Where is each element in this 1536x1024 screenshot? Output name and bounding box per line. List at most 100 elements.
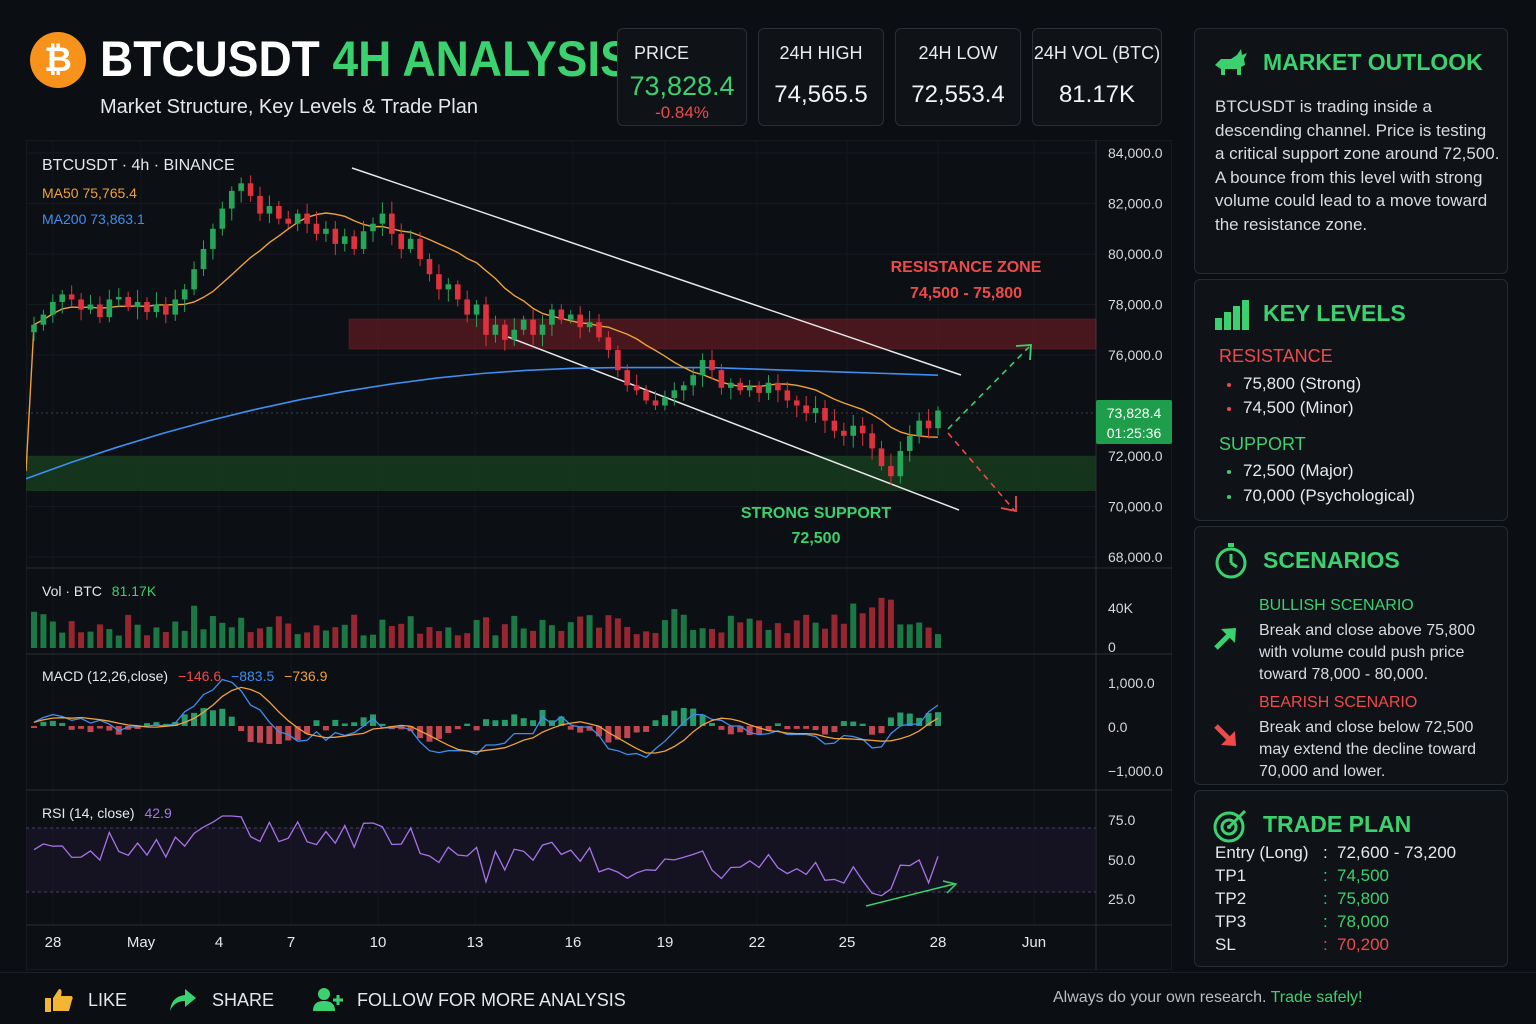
candle-body [464, 299, 470, 315]
macd-histogram-bar [850, 721, 857, 726]
macd-histogram-bar [548, 720, 555, 726]
share-button[interactable]: SHARE [168, 987, 274, 1013]
share-icon [170, 989, 196, 1011]
candle-body [784, 390, 791, 401]
macd-histogram-bar [228, 716, 235, 726]
price-tick: 84,000.0 [1108, 145, 1163, 161]
stat-vol-label: 24H VOL (BTC) [1033, 43, 1161, 63]
macd-histogram-bar [275, 726, 282, 744]
volume-bar [897, 624, 904, 648]
channel-lower-line [507, 336, 960, 511]
macd-histogram-bar [643, 726, 650, 732]
price-chart[interactable]: RESISTANCE ZONE 74,500 - 75,800 STRONG S… [26, 140, 1172, 970]
candle-body [313, 223, 320, 234]
trade-plan-title: TRADE PLAN [1263, 811, 1412, 837]
volume-bar [96, 624, 103, 648]
volume-bar [125, 614, 132, 648]
candle-body [492, 324, 499, 335]
candle-body [699, 360, 706, 376]
candle-body [323, 228, 329, 234]
macd-histogram-bar [784, 726, 791, 730]
volume-bar [869, 607, 876, 648]
candle-body [916, 420, 922, 436]
follow-button[interactable]: FOLLOW FOR MORE ANALYSIS [313, 987, 626, 1013]
macd-histogram [31, 708, 941, 744]
volume-bar [520, 628, 527, 648]
volume-bar [341, 624, 348, 648]
candle-body [191, 269, 197, 290]
candle-body [417, 238, 423, 260]
volume-bar [181, 630, 188, 648]
macd-histogram-bar [746, 726, 753, 736]
macd-histogram-bar [78, 726, 85, 729]
volume-bar [586, 615, 593, 648]
volume-bar [388, 625, 395, 648]
macd-histogram-bar [379, 723, 386, 726]
outlook-text: BTCUSDT is trading inside a descending c… [1215, 97, 1500, 234]
volume-bar [925, 627, 932, 648]
macd-tick-bottom: −1,000.0 [1108, 763, 1163, 779]
candle-body [341, 236, 348, 244]
bullish-arrowhead-icon [1015, 344, 1032, 361]
bar-chart-icon [1215, 300, 1249, 330]
candle-body [803, 405, 809, 414]
candle-body [125, 296, 131, 308]
macd-line [33, 678, 939, 759]
macd-histogram-bar [370, 714, 376, 726]
macd-histogram-bar [209, 710, 216, 726]
candle-body [539, 324, 546, 335]
macd-histogram-bar [859, 723, 866, 726]
candle-body [473, 304, 480, 315]
candle-body [652, 400, 659, 406]
current-price-tag-value: 73,828.4 [1107, 405, 1162, 421]
time-tick: 13 [467, 934, 484, 951]
volume-bar [40, 614, 47, 648]
volume-bar [209, 616, 216, 648]
volume-bar [887, 599, 894, 648]
bitcoin-logo-icon: ₿ [30, 32, 86, 88]
bullish-projection-arrow [947, 346, 1030, 430]
trade-plan-row: TP3:78,000 [1215, 912, 1389, 931]
volume-bar [49, 621, 56, 648]
candle-body [906, 435, 913, 451]
volume-bar [322, 630, 329, 648]
macd-histogram-bar [40, 721, 47, 726]
stopwatch-icon [1215, 543, 1247, 579]
volume-bar [652, 633, 659, 648]
candle-body [285, 218, 292, 224]
price-tick: 72,000.0 [1108, 448, 1163, 464]
stat-24h-volume: 24H VOL (BTC) 81.17K [1032, 28, 1162, 126]
volume-bar [228, 627, 235, 648]
time-tick: 19 [657, 934, 674, 951]
candle-body [360, 231, 367, 249]
macd-histogram-bar [360, 717, 367, 726]
macd-histogram-bar [935, 712, 941, 726]
volume-bar [501, 624, 508, 648]
volume-bar [511, 615, 518, 648]
candle-body [841, 430, 847, 436]
time-tick: 10 [370, 934, 387, 951]
volume-bar [671, 609, 678, 648]
macd-histogram-bar [614, 726, 621, 740]
volume-bar [426, 627, 433, 648]
candle-body [50, 301, 56, 315]
candle-body [869, 433, 875, 449]
bearish-scenario-title: BEARISH SCENARIO [1259, 694, 1418, 711]
macd-histogram-bar [191, 712, 198, 726]
trade-plan-value: 74,500 [1337, 866, 1389, 885]
candle-body [304, 213, 310, 224]
thumbs-up-icon [45, 989, 73, 1012]
rsi-band [26, 828, 1096, 892]
macd-histogram-bar [709, 722, 715, 726]
candle-body [31, 324, 37, 333]
candle-body [756, 385, 762, 393]
macd-histogram-bar [605, 726, 612, 743]
candle-body [888, 466, 894, 477]
macd-histogram-bar [285, 726, 292, 741]
volume-bar [417, 633, 424, 648]
like-button[interactable]: LIKE [44, 987, 127, 1013]
volume-bar [530, 630, 537, 648]
support-level-2: 70,000 (Psychological) [1227, 486, 1415, 506]
support-zone-value: 72,500 [792, 530, 841, 547]
title-accent: 4H ANALYSIS [332, 31, 631, 87]
